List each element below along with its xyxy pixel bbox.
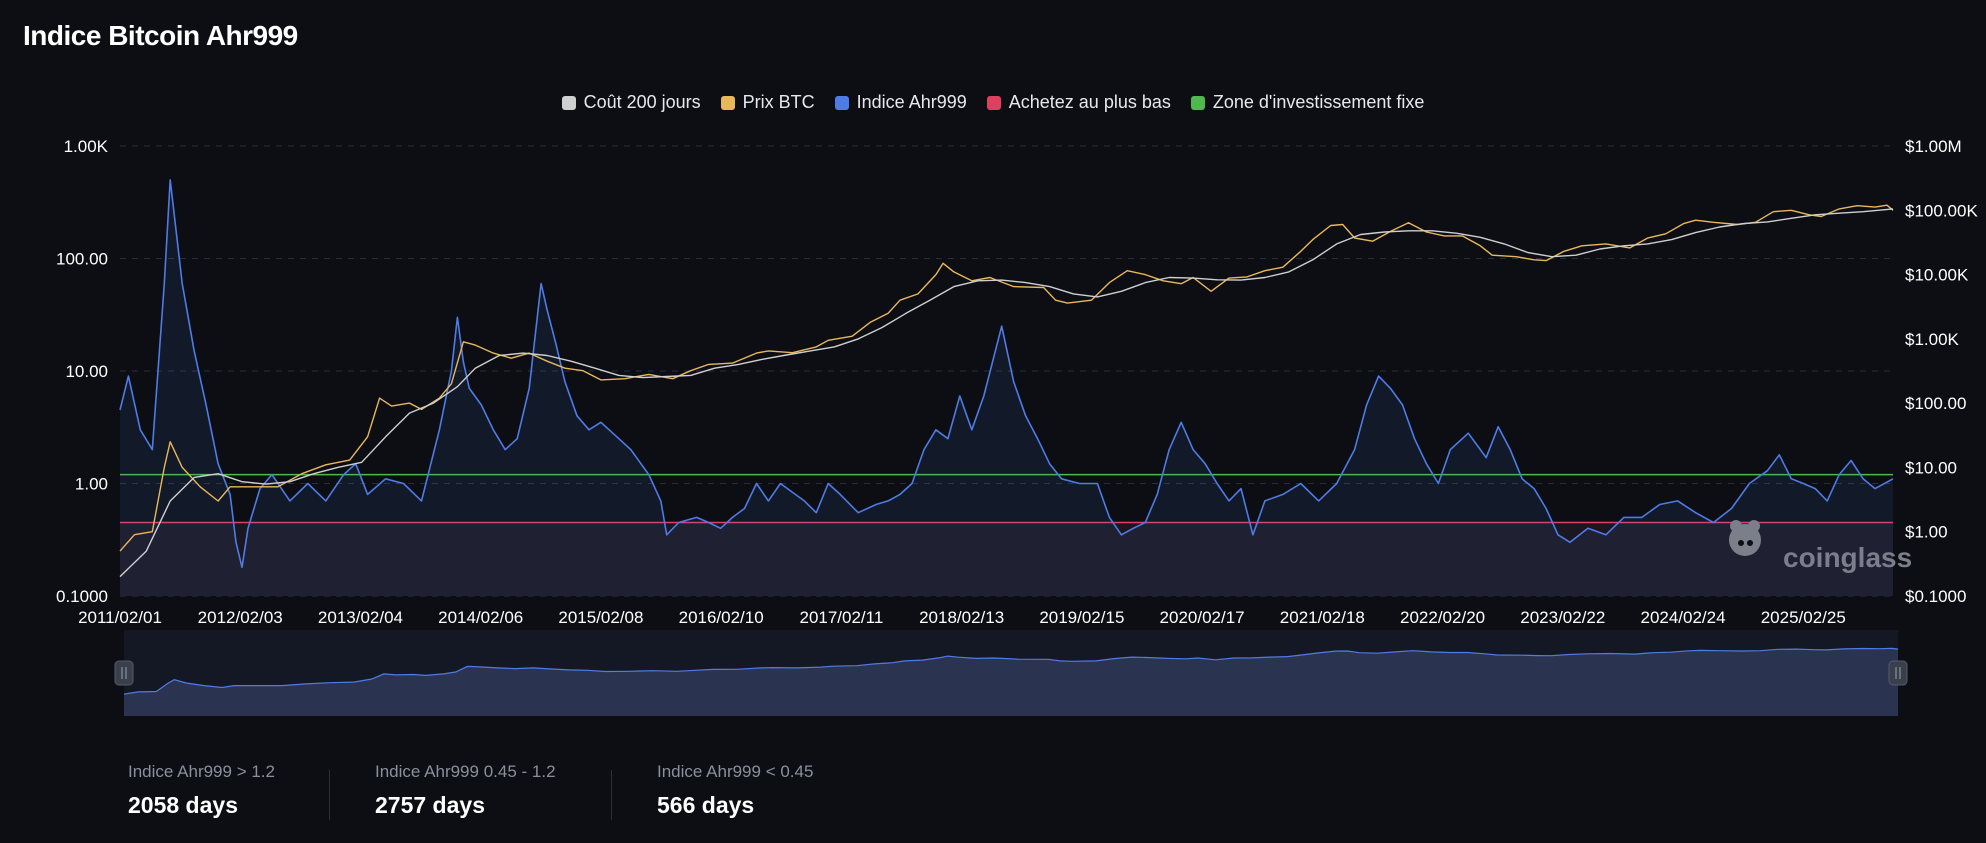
page-title: Indice Bitcoin Ahr999 <box>23 20 298 51</box>
x-tick-label: 2025/02/25 <box>1761 608 1846 627</box>
x-tick-label: 2014/02/06 <box>438 608 523 627</box>
stat-value: 2757 days <box>375 792 485 818</box>
stat-label: Indice Ahr999 > 1.2 <box>128 762 275 781</box>
legend-label: Prix BTC <box>742 92 815 112</box>
y-tick-label-right: $100.00K <box>1905 201 1978 220</box>
y-tick-label-right: $0.1000 <box>1905 587 1966 606</box>
stat-divider <box>329 770 330 820</box>
legend-label: Achetez au plus bas <box>1008 92 1171 112</box>
y-tick-label-left: 0.1000 <box>56 587 108 606</box>
series-lines <box>119 179 1894 596</box>
coinglass-logo-icon <box>1729 520 1761 556</box>
zones <box>120 473 1893 596</box>
navigator-area <box>124 648 1898 716</box>
x-tick-label: 2011/02/01 <box>78 608 162 627</box>
legend-swatch <box>720 95 735 110</box>
legend-item[interactable]: Zone d'investissement fixe <box>1190 92 1425 113</box>
navigator-right-handle[interactable] <box>1888 660 1908 686</box>
y-tick-label-right: $1.00M <box>1905 137 1962 156</box>
cost-200d-line <box>119 208 1894 578</box>
stats-bar: Indice Ahr999 > 1.2 2058 days Indice Ahr… <box>0 762 1986 832</box>
stat-between: Indice Ahr999 0.45 - 1.2 2757 days <box>375 762 556 819</box>
legend-item[interactable]: Achetez au plus bas <box>986 92 1171 113</box>
x-tick-label: 2018/02/13 <box>919 608 1004 627</box>
y-tick-label-left: 1.00K <box>64 137 109 156</box>
legend-item[interactable]: Prix BTC <box>720 92 815 113</box>
stat-label: Indice Ahr999 0.45 - 1.2 <box>375 762 556 781</box>
legend-swatch <box>834 95 849 110</box>
left-y-axis: 0.1000 1.00 10.00 100.00 1.00K <box>56 137 109 606</box>
y-tick-label-right: $10.00K <box>1905 266 1969 285</box>
right-y-axis: $0.1000 $1.00 $10.00 $100.00 $1.00K $10.00K $1… <box>1905 137 1978 606</box>
y-tick-label-right: $1.00K <box>1905 330 1960 349</box>
stat-below-0-45: Indice Ahr999 < 0.45 566 days <box>657 762 813 819</box>
x-tick-label: 2020/02/17 <box>1160 608 1245 627</box>
y-tick-label-left: 1.00 <box>75 475 108 494</box>
navigator-left-handle[interactable] <box>114 660 134 686</box>
x-tick-label: 2017/02/11 <box>799 608 883 627</box>
x-tick-label: 2019/02/15 <box>1039 608 1124 627</box>
y-tick-label-right: $10.00 <box>1905 458 1957 477</box>
btc-price-line <box>119 204 1894 552</box>
stat-divider <box>611 770 612 820</box>
x-tick-label: 2015/02/08 <box>558 608 643 627</box>
legend-item[interactable]: Indice Ahr999 <box>834 92 967 113</box>
stat-value: 2058 days <box>128 792 238 818</box>
x-tick-label: 2016/02/10 <box>679 608 764 627</box>
y-tick-label-left: 10.00 <box>65 362 108 381</box>
buy-bottom-zone <box>120 522 1893 596</box>
legend-label: Zone d'investissement fixe <box>1212 92 1425 112</box>
stat-above-1-2: Indice Ahr999 > 1.2 2058 days <box>128 762 275 819</box>
x-tick-label: 2013/02/04 <box>318 608 403 627</box>
legend-label: Indice Ahr999 <box>856 92 967 112</box>
watermark-text: coinglass <box>1783 542 1912 573</box>
x-tick-label: 2024/02/24 <box>1640 608 1725 627</box>
y-tick-label-left: 100.00 <box>56 250 108 269</box>
x-tick-label: 2012/02/03 <box>198 608 283 627</box>
navigator-line <box>123 647 1899 695</box>
range-navigator <box>114 630 1908 716</box>
x-tick-label: 2021/02/18 <box>1280 608 1365 627</box>
x-tick-label: 2022/02/20 <box>1400 608 1485 627</box>
legend-item[interactable]: Coût 200 jours <box>561 92 701 113</box>
y-tick-label-right: $1.00 <box>1905 523 1948 542</box>
ahr999-area <box>120 179 1893 596</box>
x-axis: 2011/02/01 2012/02/03 2013/02/04 2014/02/06… <box>78 608 1846 627</box>
stat-label: Indice Ahr999 < 0.45 <box>657 762 814 781</box>
y-tick-label-right: $100.00 <box>1905 394 1966 413</box>
coinglass-watermark: coinglass <box>1729 520 1912 573</box>
legend-swatch <box>986 95 1001 110</box>
ahr999-line <box>119 179 1894 569</box>
x-tick-label: 2023/02/22 <box>1520 608 1605 627</box>
legend-swatch <box>561 95 576 110</box>
legend-label: Coût 200 jours <box>583 92 701 112</box>
stat-value: 566 days <box>657 792 755 818</box>
chart-legend: Coût 200 jours Prix BTC Indice Ahr999 Achet… <box>0 92 1986 113</box>
legend-swatch <box>1190 95 1205 110</box>
